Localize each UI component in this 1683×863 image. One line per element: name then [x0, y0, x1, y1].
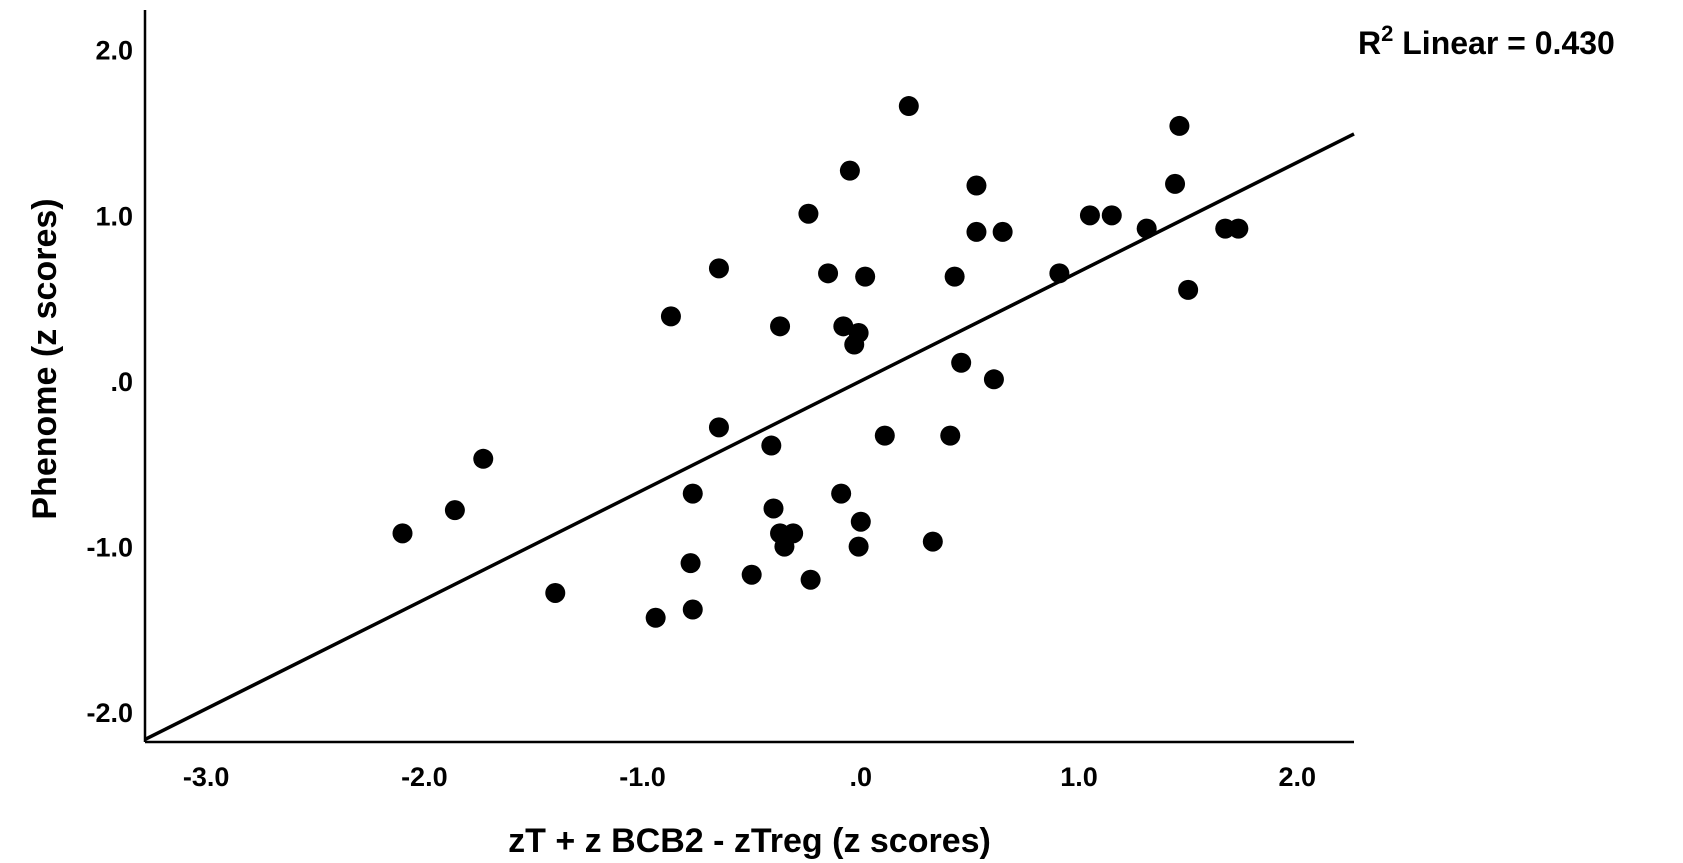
y-tick-label: 2.0: [95, 36, 133, 66]
axes: [143, 10, 1354, 744]
data-point: [839, 160, 860, 181]
data-point: [966, 221, 987, 242]
fit-line: [144, 132, 1355, 742]
data-point: [392, 523, 413, 544]
y-tick-label: -2.0: [86, 698, 133, 728]
x-axis-title: zT + z BCB2 - zTreg (z scores): [508, 822, 991, 860]
r2-suffix: Linear = 0.430: [1393, 25, 1614, 61]
data-point: [874, 425, 895, 446]
data-point: [770, 316, 791, 337]
data-point: [761, 435, 782, 456]
data-point: [944, 266, 965, 287]
data-point: [1169, 115, 1190, 136]
x-tick-labels: -3.0 -2.0 -1.0 .0 1.0 2.0: [183, 762, 1316, 792]
data-point: [708, 417, 729, 438]
data-point: [1101, 205, 1122, 226]
y-tick-label: .0: [110, 367, 133, 397]
data-point: [444, 500, 465, 521]
data-point: [992, 221, 1013, 242]
data-point: [855, 266, 876, 287]
data-point: [660, 306, 681, 327]
data-point: [763, 498, 784, 519]
data-point: [833, 316, 854, 337]
data-point: [1079, 205, 1100, 226]
x-tick-label: .0: [850, 762, 873, 792]
data-point: [940, 425, 961, 446]
y-axis-title: Phenome (z scores): [26, 198, 64, 519]
data-points: [392, 96, 1249, 628]
data-point: [708, 258, 729, 279]
data-point: [1165, 173, 1186, 194]
data-point: [898, 96, 919, 117]
data-point: [645, 607, 666, 628]
x-tick-label: -2.0: [401, 762, 448, 792]
data-point: [1178, 279, 1199, 300]
data-point: [682, 599, 703, 620]
x-tick-label: -1.0: [619, 762, 666, 792]
data-point: [844, 334, 865, 355]
data-point: [818, 263, 839, 284]
data-point: [774, 536, 795, 557]
r2-annotation: R2 Linear = 0.430: [1358, 21, 1615, 61]
r2-superscript: 2: [1381, 21, 1393, 46]
data-point: [951, 352, 972, 373]
data-point: [800, 569, 821, 590]
data-point: [850, 511, 871, 532]
r2-prefix: R: [1358, 25, 1381, 61]
data-point: [922, 531, 943, 552]
data-point: [848, 536, 869, 557]
data-point: [983, 369, 1004, 390]
y-tick-label: 1.0: [95, 201, 133, 231]
data-point: [680, 553, 701, 574]
data-point: [473, 448, 494, 469]
data-point: [682, 483, 703, 504]
data-point: [966, 175, 987, 196]
x-tick-label: 1.0: [1060, 762, 1098, 792]
data-point: [1228, 218, 1249, 239]
x-tick-label: -3.0: [183, 762, 230, 792]
x-tick-label: 2.0: [1278, 762, 1316, 792]
data-point: [741, 564, 762, 585]
data-point: [545, 582, 566, 603]
data-point: [798, 203, 819, 224]
data-point: [831, 483, 852, 504]
y-tick-labels: 2.0 1.0 .0 -1.0 -2.0: [86, 36, 133, 728]
y-tick-label: -1.0: [86, 533, 133, 563]
fit-line-group: [144, 132, 1355, 742]
